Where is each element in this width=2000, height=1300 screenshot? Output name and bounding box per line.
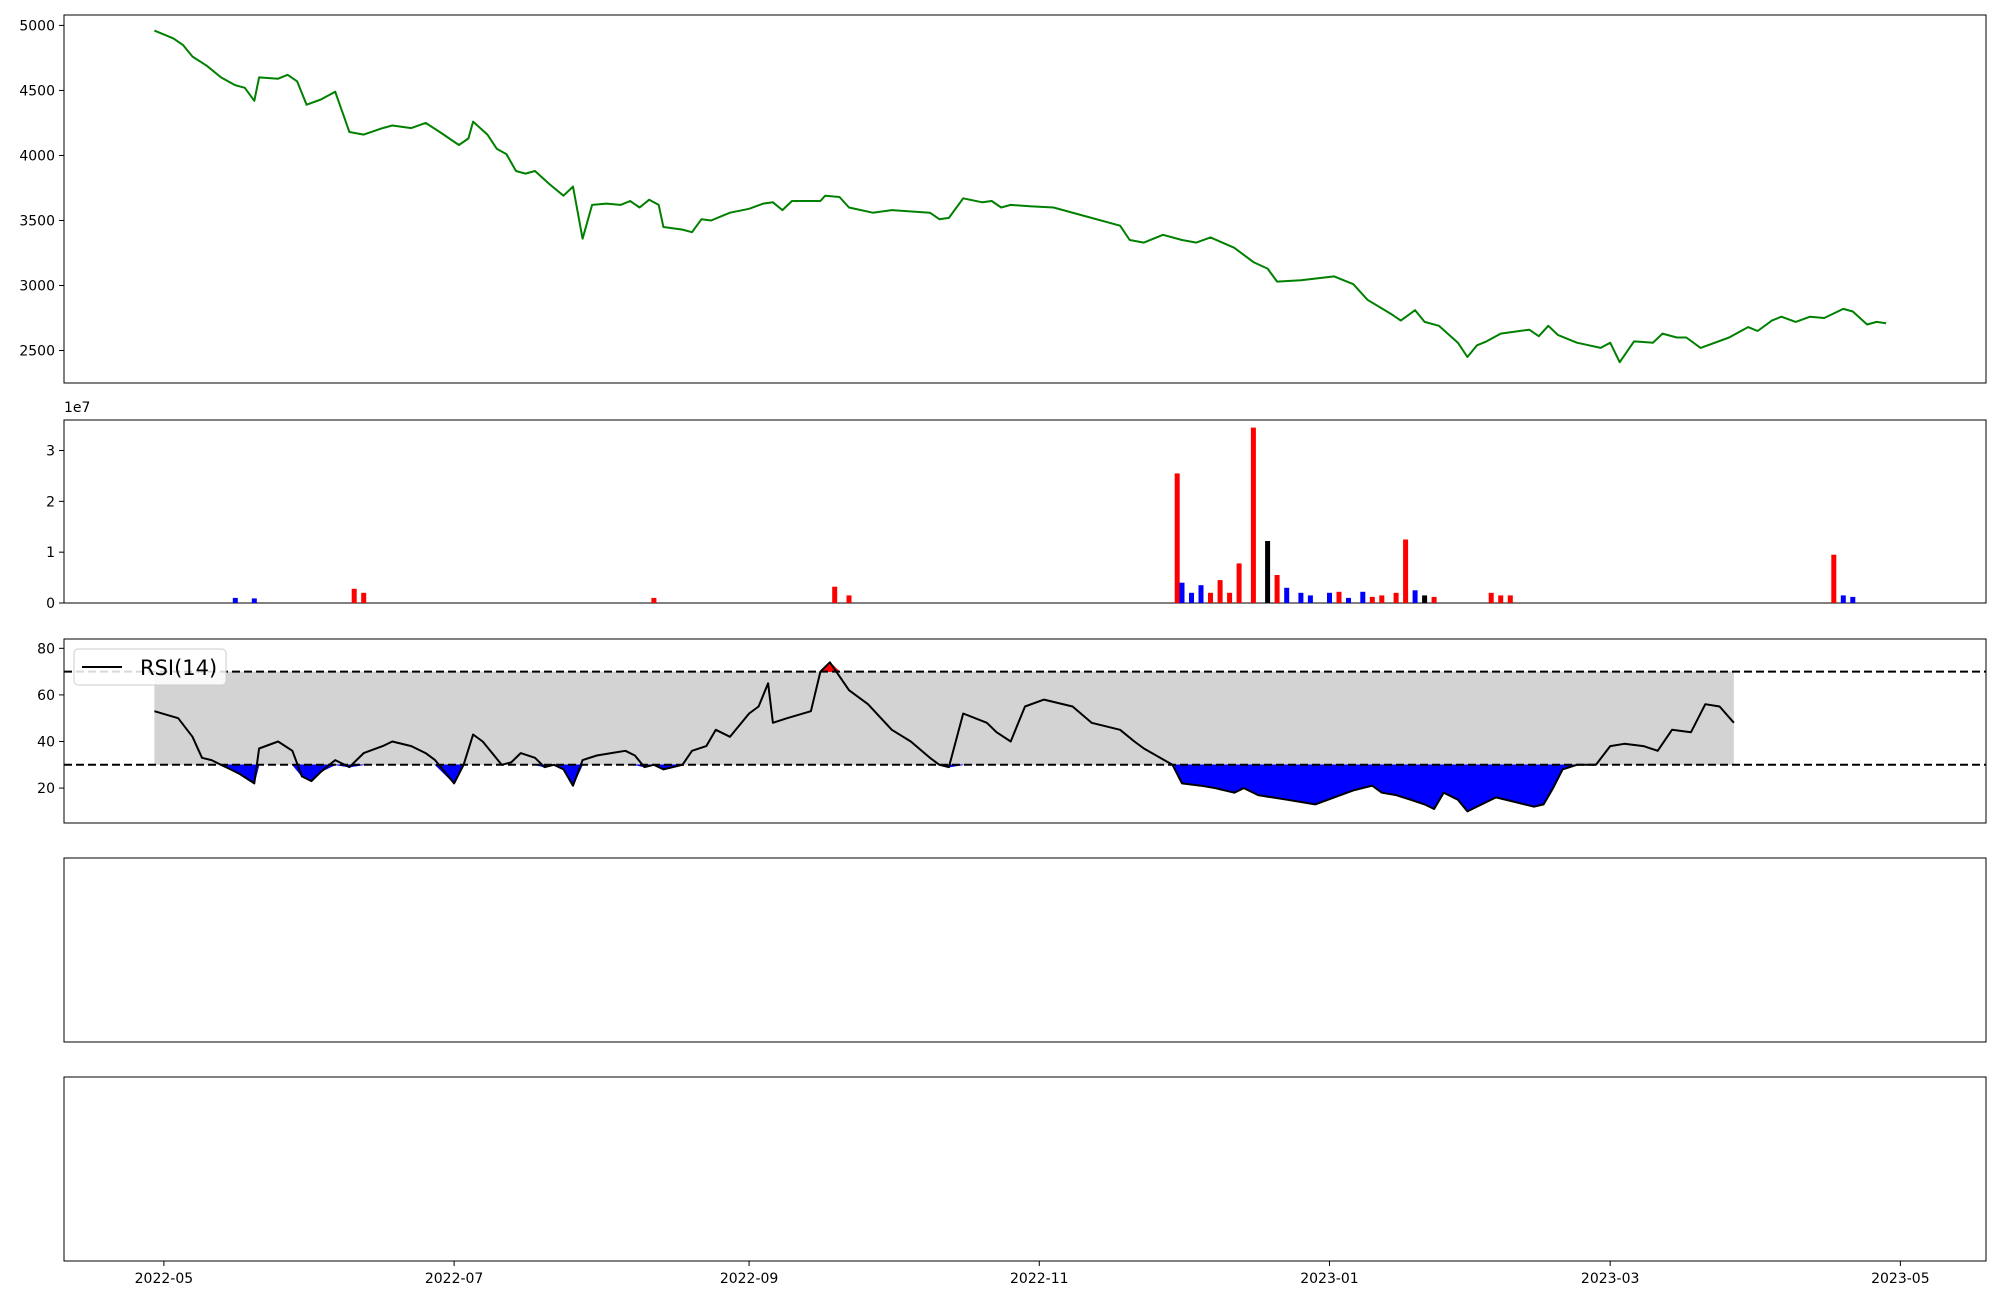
volume-bar — [1208, 592, 1213, 603]
rsi-ytick-label: 20 — [37, 781, 55, 797]
volume-bar — [1284, 587, 1290, 604]
rsi-oversold-fill — [1286, 764, 1302, 803]
volume-bar — [1488, 592, 1494, 603]
rsi-oversold-fill — [1181, 764, 1202, 787]
x-tick-label: 2022-05 — [135, 1271, 194, 1287]
volume-bar — [1422, 595, 1428, 603]
price-line — [154, 29, 1887, 364]
volume-bar — [361, 592, 367, 603]
rsi-oversold-fill — [1410, 764, 1425, 805]
volume-bar — [1336, 591, 1342, 603]
williams-panel — [63, 857, 1987, 1043]
volume-bar — [1227, 592, 1233, 603]
volume-bar — [251, 598, 257, 603]
rsi-legend-label: RSI(14) — [140, 656, 217, 680]
volume-ytick-label: 1 — [46, 545, 55, 561]
volume-bar — [1174, 473, 1180, 603]
volume-bar — [1189, 592, 1194, 603]
volume-bar — [1393, 592, 1399, 603]
volume-bar — [351, 588, 357, 603]
volume-panel — [63, 419, 1987, 604]
volume-multiplier-label: 1e7 — [64, 400, 90, 416]
volume-bar — [1507, 595, 1513, 603]
volume-bar — [1360, 591, 1366, 603]
rsi-line — [154, 661, 1735, 813]
rsi-panel — [63, 638, 1987, 824]
volume-bar — [1307, 595, 1313, 603]
volume-bar — [1850, 596, 1856, 603]
volume-bar — [1369, 596, 1375, 603]
rsi-oversold-fill — [1495, 764, 1516, 803]
rsi-oversold-fill — [1395, 764, 1411, 801]
volume-bar — [1831, 554, 1837, 603]
volume-bar — [1379, 595, 1385, 603]
stochastic-panel — [63, 1076, 1987, 1262]
volume-bar — [1403, 539, 1409, 603]
volume-bar — [1840, 595, 1846, 603]
x-tick-label: 2023-05 — [1871, 1271, 1930, 1287]
rsi-legend — [73, 648, 227, 686]
price-ytick-label: 5000 — [19, 18, 55, 34]
rsi-oversold-fill — [1257, 764, 1273, 798]
volume-bar — [1198, 585, 1204, 603]
x-tick-label: 2022-09 — [720, 1271, 779, 1287]
x-tick-label: 2023-01 — [1300, 1271, 1359, 1287]
rsi-ytick-label: 80 — [37, 641, 55, 657]
volume-bar — [1498, 595, 1504, 603]
volume-bar — [1298, 592, 1304, 603]
rsi-oversold-fill — [1533, 764, 1544, 808]
volume-bar — [1265, 541, 1271, 603]
price-panel — [63, 14, 1987, 384]
x-tick-label: 2023-03 — [1581, 1271, 1640, 1287]
volume-bar — [1179, 582, 1185, 603]
price-ytick-label: 3500 — [19, 213, 55, 229]
rsi-oversold-fill — [1300, 764, 1316, 805]
volume-bar — [1346, 597, 1351, 603]
price-ytick-label: 4500 — [19, 83, 55, 99]
rsi-oversold-fill — [1514, 764, 1535, 808]
volume-bar — [1274, 575, 1280, 603]
volume-ytick-label: 3 — [46, 444, 55, 460]
volume-bar — [232, 597, 238, 603]
rsi-oversold-fill — [1200, 764, 1216, 789]
volume-bar — [846, 595, 852, 603]
x-axis: 2022-05 2022-07 2022-09 2022-11 2023-01 2023-… — [135, 1261, 1930, 1287]
price-ytick-label: 3000 — [19, 278, 55, 294]
volume-bar — [1250, 427, 1256, 603]
rsi-ytick-label: 60 — [37, 688, 55, 704]
volume-bar — [1412, 590, 1418, 603]
volume-bar — [1236, 563, 1242, 603]
volume-bar — [1217, 580, 1223, 603]
rsi-oversold-fill — [1272, 764, 1287, 801]
rsi-band — [154, 671, 1734, 765]
x-tick-label: 2022-07 — [425, 1271, 484, 1287]
volume-bar — [1327, 592, 1332, 603]
volume-bar — [1431, 596, 1437, 603]
volume-ytick-label: 0 — [46, 596, 55, 612]
rsi-oversold-fill — [1381, 764, 1397, 796]
rsi-oversold-fill — [1424, 764, 1435, 810]
rsi-ytick-label: 40 — [37, 734, 55, 750]
price-ytick-label: 4000 — [19, 148, 55, 164]
volume-bar — [651, 597, 657, 603]
x-tick-label: 2022-11 — [1010, 1271, 1069, 1287]
price-ytick-label: 2500 — [19, 343, 55, 359]
volume-bar — [832, 586, 838, 603]
volume-ytick-label: 2 — [46, 494, 55, 510]
